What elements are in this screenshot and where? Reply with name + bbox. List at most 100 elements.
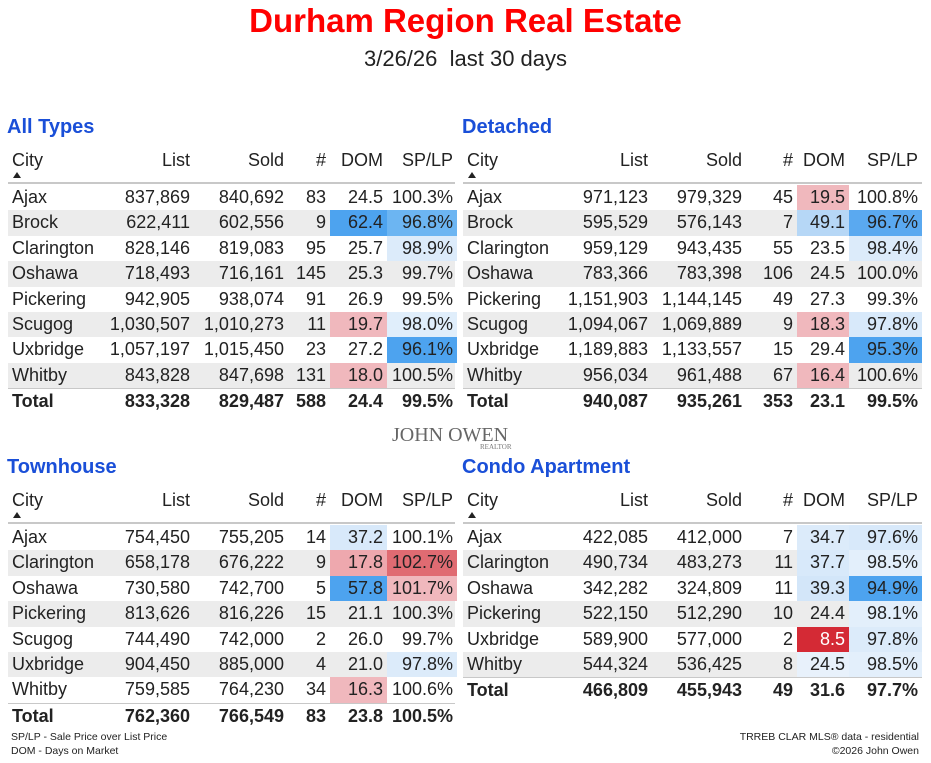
total-cell: 49 [772,680,793,701]
highlight-cell [849,210,922,236]
column-header: SP/LP [866,150,918,170]
table-cell: 91 [305,288,326,309]
table-cell: 98.5% [866,552,918,573]
table-cell: 106 [762,263,793,284]
table-cell: 145 [295,263,326,284]
table-cell: 843,828 [124,364,190,385]
table-cell: 1,015,450 [203,339,284,360]
total-cell: 588 [295,391,326,412]
table-cell: 512,290 [676,603,742,624]
section-title: Townhouse [7,456,117,478]
table-cell: 813,626 [124,603,190,624]
watermark-tag: REALTOR [480,443,512,451]
table-cell: 98.0% [401,314,453,334]
highlight-cell [849,601,922,627]
table-cell: Ajax [12,527,48,547]
table-cell: 971,123 [582,187,648,207]
table-cell: 83 [305,187,326,207]
table-cell: 577,000 [676,628,742,649]
table-cell: Oshawa [12,263,79,284]
highlight-cell [849,525,922,551]
section-title: All Types [7,116,95,138]
table-cell: 754,450 [124,527,190,547]
table-cell: 2 [782,628,793,649]
column-header: Sold [705,150,742,170]
highlight-cell [849,312,922,338]
table-cell: 34.7 [809,527,845,547]
total-cell: 99.5% [866,391,918,412]
column-header: # [315,490,326,510]
table-cell: 11 [774,552,793,573]
table-cell: 885,000 [218,654,284,674]
table-cell: 98.5% [866,654,918,674]
highlight-cell [797,652,849,678]
table-cell: 18.0 [347,364,383,385]
column-header: Sold [247,490,284,510]
table-cell: 67 [772,364,793,385]
table-cell: 17.8 [347,552,383,573]
highlight-cell [797,185,849,211]
table-cell: 25.3 [347,263,383,284]
table-cell: Whitby [467,364,523,385]
row-band [463,601,922,627]
table-cell: Scugog [467,314,529,334]
total-cell: Total [467,680,509,701]
table-cell: 1,189,883 [567,339,648,360]
table-cell: Scugog [12,628,74,649]
highlight-cell [797,525,849,551]
table-cell: 100.1% [391,527,453,547]
total-cell: 455,943 [676,680,742,701]
table-cell: 595,529 [582,212,648,233]
table-cell: 324,809 [676,577,742,598]
highlight-cell [387,235,457,262]
table-cell: Brock [12,212,59,233]
table-cell: 62.4 [347,212,383,233]
table-cell: 7 [782,527,793,547]
table-cell: 18.3 [809,314,845,334]
table-cell: 602,556 [218,212,284,233]
table-cell: 100.5% [391,364,453,385]
highlight-cell [330,362,387,389]
total-cell: 766,549 [218,705,284,726]
total-cell: 466,809 [582,680,648,701]
column-header: City [467,150,498,170]
table-cell: Oshawa [467,263,534,284]
table-cell: 39.3 [809,577,845,598]
header-rule [463,182,922,184]
total-cell: 97.7% [866,680,918,701]
total-cell: 99.5% [401,391,453,412]
column-header: City [12,150,43,170]
highlight-cell [330,677,387,703]
highlight-cell [797,210,849,236]
row-band [8,261,455,287]
table-cell: 95.3% [866,339,918,360]
table-cell: 11 [774,577,793,598]
table-cell: 847,698 [218,364,284,385]
table-cell: 21.0 [347,654,383,674]
table-cell: 101.7% [391,577,453,598]
column-header: List [161,490,190,510]
table-cell: 422,085 [582,527,648,547]
table-cell: 1,094,067 [567,314,648,334]
table-cell: 97.8% [401,654,453,674]
table-cell: 744,490 [124,628,190,649]
total-cell: Total [12,705,54,726]
table-cell: Pickering [12,288,87,309]
table-cell: 9 [315,552,326,573]
table-cell: 943,435 [676,237,742,258]
total-cell: 23.1 [809,391,845,412]
highlight-cell [797,575,849,602]
table-cell: Pickering [12,603,87,624]
table-cell: 755,205 [218,527,284,547]
highlight-cell [849,575,922,602]
row-band [463,261,922,287]
table-cell: Pickering [467,603,542,624]
table-cell: 1,030,507 [109,314,190,334]
table-cell: 412,000 [676,527,742,547]
table-cell: 904,450 [124,654,190,674]
column-header: List [619,490,648,510]
table-cell: Oshawa [12,577,79,598]
sort-icon [13,172,21,178]
table-cell: 9 [782,314,793,334]
subtitle: 3/26/26 last 30 days [363,46,568,71]
